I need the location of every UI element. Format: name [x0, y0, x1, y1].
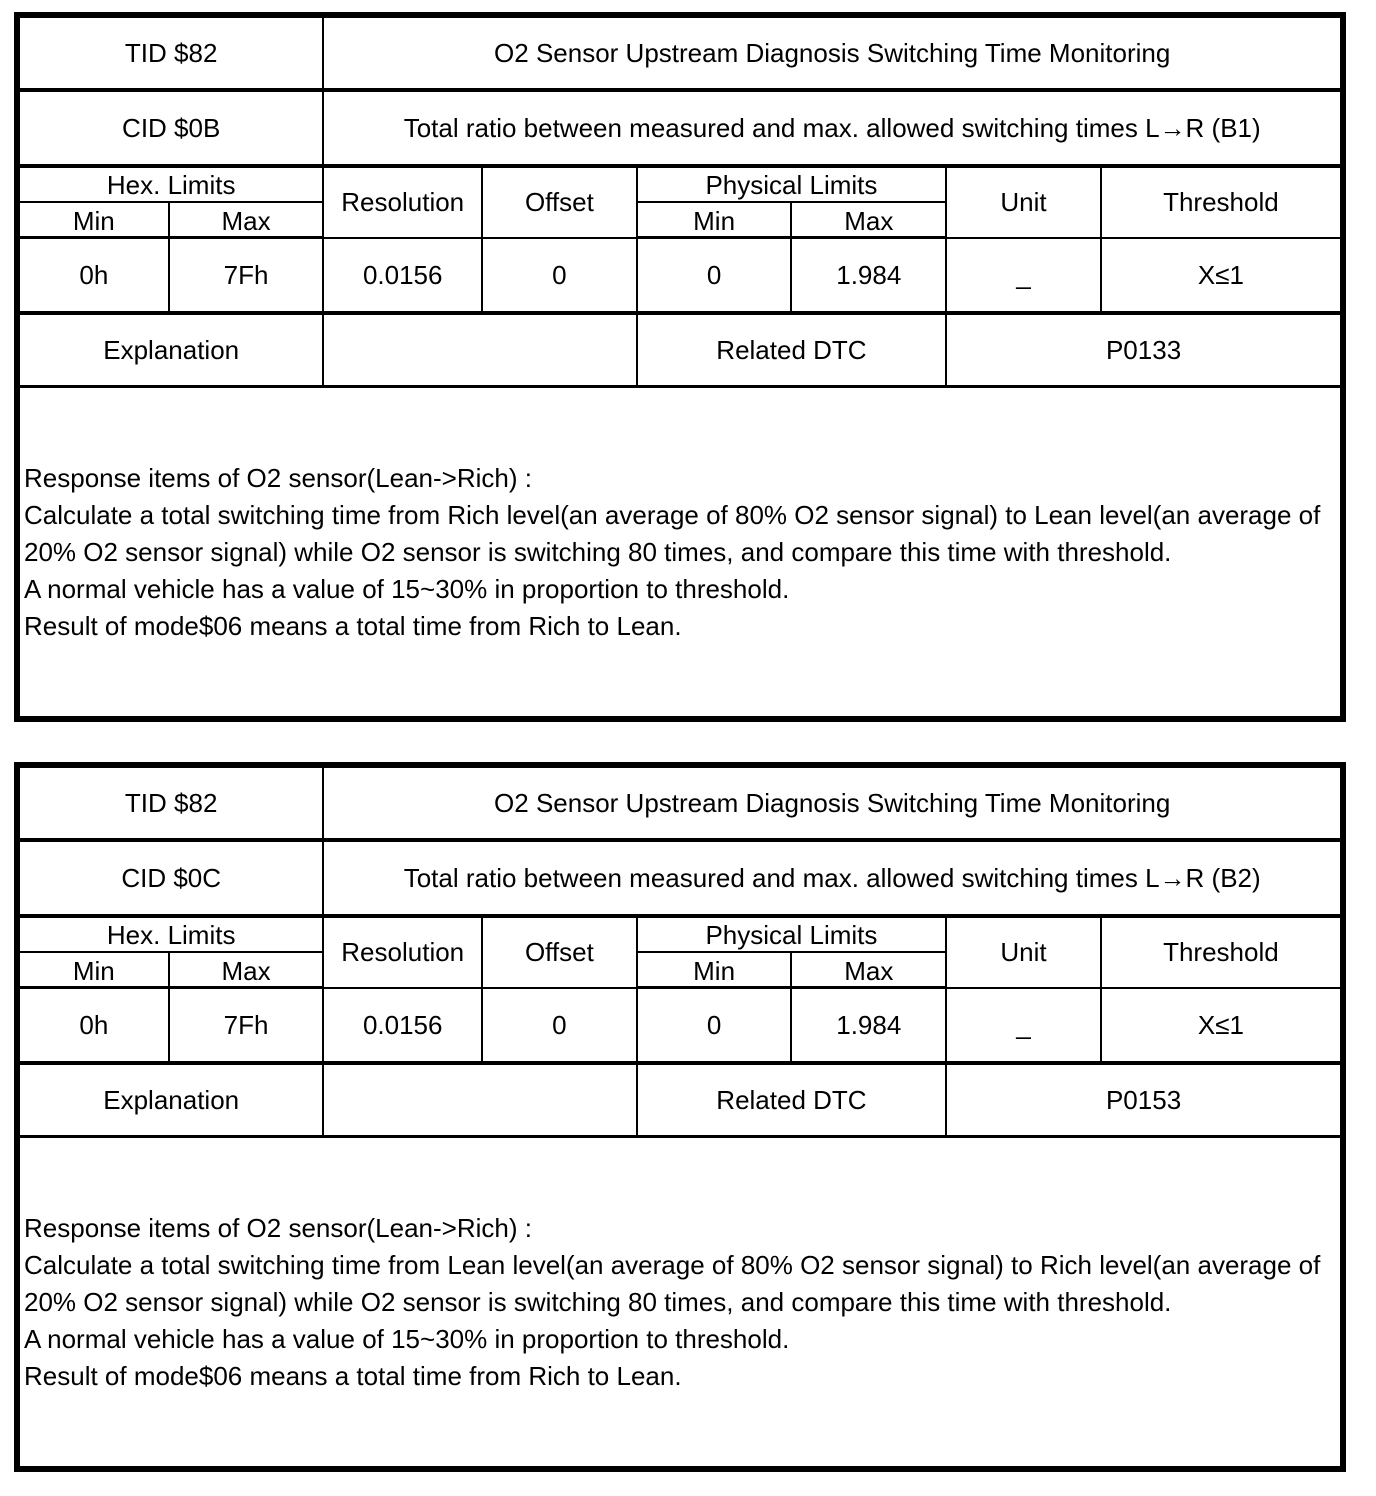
offset-header: Offset: [481, 165, 638, 239]
threshold-header: Threshold: [1099, 165, 1345, 239]
explanation-label: Explanation: [15, 1062, 325, 1138]
explanation-line: Calculate a total switching time from Ri…: [24, 499, 1321, 567]
physical-limits-header: Physical Limits: [635, 165, 948, 203]
tid-cell: TID $82: [15, 764, 325, 842]
related-dtc-label: Related DTC: [635, 1062, 948, 1138]
cid-cell: CID $0C: [15, 839, 325, 918]
explanation-label: Explanation: [15, 312, 325, 388]
threshold-value: X≤1: [1099, 986, 1345, 1065]
tid-description-cell: O2 Sensor Upstream Diagnosis Switching T…: [322, 764, 1344, 842]
explanation-line: Response items of O2 sensor(Lean->Rich) …: [24, 462, 532, 493]
explanation-line: A normal vehicle has a value of 15~30% i…: [24, 573, 790, 604]
hex-min-value: 0h: [16, 986, 170, 1065]
tid-cell: TID $82: [15, 14, 325, 92]
explanation-line: Response items of O2 sensor(Lean->Rich) …: [24, 1212, 532, 1243]
resolution-header: Resolution: [322, 165, 484, 239]
explanation-line: A normal vehicle has a value of 15~30% i…: [24, 1323, 790, 1354]
explanation-text: Response items of O2 sensor(Lean->Rich) …: [16, 385, 1344, 720]
related-dtc-value: P0153: [945, 1062, 1344, 1138]
unit-value: _: [945, 986, 1102, 1065]
related-dtc-value: P0133: [945, 312, 1344, 388]
unit-header: Unit: [945, 165, 1102, 239]
offset-value: 0: [481, 986, 638, 1065]
explanation-value: [322, 312, 638, 388]
monitor-spec-table: TID $82 O2 Sensor Upstream Diagnosis Swi…: [14, 12, 1346, 722]
explanation-text: Response items of O2 sensor(Lean->Rich) …: [16, 1135, 1344, 1470]
phys-min-header: Min: [635, 201, 793, 239]
threshold-value: X≤1: [1099, 236, 1345, 315]
phys-max-value: 1.984: [790, 986, 948, 1065]
resolution-value: 0.0156: [322, 986, 484, 1065]
hex-max-value: 7Fh: [167, 236, 325, 315]
explanation-line: Calculate a total switching time from Le…: [24, 1249, 1321, 1317]
explanation-line: Result of mode$06 means a total time fro…: [24, 1360, 682, 1391]
explanation-value: [322, 1062, 638, 1138]
monitor-spec-table: TID $82 O2 Sensor Upstream Diagnosis Swi…: [14, 762, 1346, 1472]
related-dtc-label: Related DTC: [635, 312, 948, 388]
phys-max-header: Max: [790, 951, 948, 989]
hex-min-header: Min: [16, 951, 170, 989]
hex-max-value: 7Fh: [167, 986, 325, 1065]
hex-min-value: 0h: [16, 236, 170, 315]
phys-max-header: Max: [790, 201, 948, 239]
physical-limits-header: Physical Limits: [635, 915, 948, 953]
offset-value: 0: [481, 236, 638, 315]
hex-min-header: Min: [16, 201, 170, 239]
unit-header: Unit: [945, 915, 1102, 989]
phys-min-value: 0: [635, 236, 793, 315]
hex-max-header: Max: [167, 951, 325, 989]
hex-limits-header: Hex. Limits: [15, 915, 325, 953]
hex-max-header: Max: [167, 201, 325, 239]
phys-min-header: Min: [635, 951, 793, 989]
cid-description-cell: Total ratio between measured and max. al…: [322, 89, 1344, 168]
cid-cell: CID $0B: [15, 89, 325, 168]
unit-value: _: [945, 236, 1102, 315]
resolution-header: Resolution: [322, 915, 484, 989]
offset-header: Offset: [481, 915, 638, 989]
hex-limits-header: Hex. Limits: [15, 165, 325, 203]
phys-max-value: 1.984: [790, 236, 948, 315]
explanation-line: Result of mode$06 means a total time fro…: [24, 610, 682, 641]
phys-min-value: 0: [635, 986, 793, 1065]
cid-description-cell: Total ratio between measured and max. al…: [322, 839, 1344, 918]
threshold-header: Threshold: [1099, 915, 1345, 989]
tid-description-cell: O2 Sensor Upstream Diagnosis Switching T…: [322, 14, 1344, 92]
resolution-value: 0.0156: [322, 236, 484, 315]
